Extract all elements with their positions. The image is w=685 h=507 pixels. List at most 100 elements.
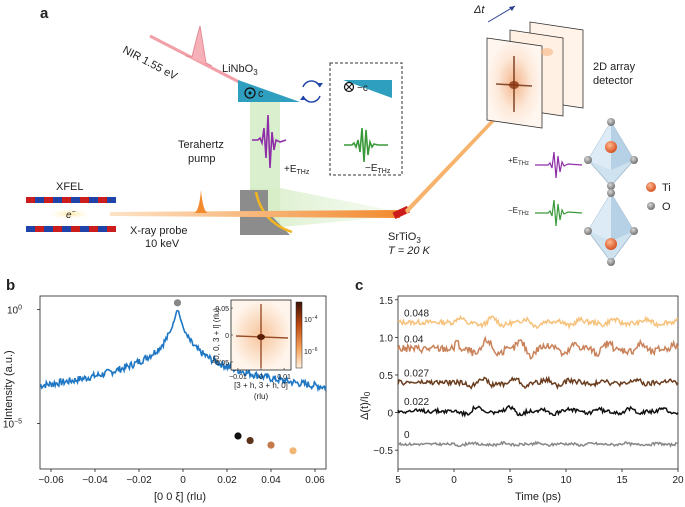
dt-label: Δt (473, 4, 485, 16)
inset-ytick-label: 0.05 (215, 306, 229, 313)
undulator-magnet (44, 197, 53, 203)
c-axis-out-icon (244, 87, 256, 99)
sample-subscript: 3 (416, 236, 421, 245)
undulator-magnet (62, 197, 71, 203)
chart-c-xtick-label: 0 (451, 475, 457, 486)
chart-c-ytick-label: 1.0 (379, 333, 393, 344)
thz-pump-label-1: Terahertz (178, 139, 224, 151)
undulator-magnet (35, 197, 44, 203)
plus-e-label: +ETHz (284, 164, 310, 176)
c-ylabel: Δ(t)/I0 (359, 391, 372, 420)
detector-stack (486, 21, 584, 129)
undulator-magnet (98, 226, 107, 232)
panel-c-label: c (355, 277, 363, 294)
undulator-magnet (98, 197, 107, 203)
cbar-label-bottom: 10−6 (304, 347, 318, 356)
crystal-label: LiNbO3 (222, 63, 258, 77)
thz-beam-to-sample (250, 188, 400, 230)
undulator-magnet (80, 197, 89, 203)
c-axis-rev-label: −c (357, 83, 368, 94)
electron-label: e− (66, 209, 76, 221)
nir-label: NIR 1.55 eV (121, 44, 180, 83)
inset-bragg-peak (257, 334, 265, 340)
c-axis-dot-icon (248, 91, 252, 95)
chart-c-ytick-label: 0 (387, 409, 393, 420)
chart-b-markers (173, 299, 297, 455)
legend-ti-swatch (646, 182, 656, 192)
panel-a-label: a (40, 5, 49, 22)
chart-c-series-0 (397, 314, 679, 331)
inset-xtick-label: 0 (259, 374, 263, 381)
chart-c-ticks: 5 0 5 10 15 20 −0.5 0 0.5 1.0 1.5 (373, 296, 684, 486)
legend-o-swatch (647, 202, 655, 210)
chart-b-xtick-label: −0.04 (82, 475, 108, 486)
panel-b: b Intensity (a.u.) −0.06 −0.04 −0.02 0 0.02 0… (3, 277, 327, 503)
chart-b-xtick-label: 0.02 (217, 475, 237, 486)
minus-e-small-label: −ETHz (508, 206, 529, 217)
chart-c-xtick-label: 10 (560, 475, 572, 486)
octahedron-bottom (584, 189, 638, 266)
c-axis-label: c (258, 88, 264, 100)
undulator-magnet (80, 226, 89, 232)
xray-probe-label-2: 10 keV (145, 238, 180, 250)
inset-heatmap: 10−4 10−6 −0.01 0 0.01 −0.05 0 0.05 [0, 0, 3 … (211, 299, 318, 401)
chart-c-xtick-label: 15 (616, 475, 628, 486)
inset-xlabel-unit: (rlu) (254, 392, 269, 401)
small-waveform-negative (535, 199, 583, 227)
chart-b-xtick-label: 0 (180, 475, 186, 486)
srtio3-sample (392, 205, 410, 220)
thz-waveform-positive (252, 114, 287, 169)
inset-colorbar (295, 301, 303, 369)
chart-b-marker-3 (267, 441, 275, 449)
inset-xtick-label: 0.01 (277, 374, 291, 381)
undulator (26, 197, 116, 232)
sample-label: SrTiO3 (388, 231, 421, 245)
panel-a: a NIR 1.55 eV LiNbO3 c −c −ETHz (26, 4, 671, 266)
inset-ticks: −0.01 0 0.01 −0.05 0 0.05 (211, 306, 291, 381)
xray-pulse (194, 190, 208, 213)
undulator-magnet (71, 226, 80, 232)
thz-waveform-negative (344, 127, 388, 163)
undulator-magnet (89, 226, 98, 232)
undulator-magnet (71, 197, 80, 203)
b-ylabel: Intensity (a.u.) (3, 350, 15, 420)
undulator-magnet (35, 226, 44, 232)
undulator-magnet (44, 226, 53, 232)
undulator-magnet (53, 197, 62, 203)
diffracted-beam (405, 116, 497, 214)
chart-c-xtick-label: 20 (672, 475, 684, 486)
chart-b-marker-1 (234, 432, 242, 440)
undulator-magnet (26, 226, 35, 232)
chart-c-series-label-2: 0.027 (404, 368, 429, 379)
xray-probe-label-1: X-ray probe (130, 225, 187, 237)
chart-c-series-2 (397, 375, 679, 390)
chart-c-series-1 (397, 335, 679, 360)
detector-label-1: 2D array (593, 61, 636, 73)
chart-c-series-4 (397, 440, 679, 448)
chart-b-ytick-label: 100 (7, 305, 22, 317)
dt-arrow-head-icon (509, 6, 515, 11)
chart-c-series-label-4: 0 (404, 430, 410, 441)
chart-c-series-label-0: 0.048 (404, 308, 429, 319)
inset-xtick-label: −0.01 (229, 374, 247, 381)
undulator-magnet (89, 197, 98, 203)
crystal-subscript: 3 (253, 68, 258, 77)
c-axis-cross-icon (345, 83, 353, 91)
b-xlabel: [0 0 ξ] (rlu) (154, 491, 206, 503)
undulator-magnet (26, 197, 35, 203)
chart-c-series-label-1: 0.04 (404, 335, 424, 346)
chart-b-marker-2 (246, 436, 254, 445)
temperature-label: T = 20 K (388, 245, 431, 257)
undulator-magnet (107, 226, 116, 232)
chart-b-xtick-label: −0.06 (38, 475, 64, 486)
inset-ytick-label: 0 (225, 333, 229, 340)
chart-b-ytick-label: 10−5 (3, 418, 22, 430)
chart-b-series-line (39, 309, 327, 393)
chart-c-ytick-label: 1.5 (379, 296, 393, 307)
flip-arrows-icon (300, 80, 323, 103)
undulator-magnet (107, 197, 116, 203)
inset-ylabel: [0, 0, 3 + l] (rlu) (212, 308, 221, 362)
chart-b-ytick-exponent: 0 (18, 305, 22, 312)
octahedron-top (584, 118, 638, 190)
legend-o-label: O (662, 201, 671, 213)
